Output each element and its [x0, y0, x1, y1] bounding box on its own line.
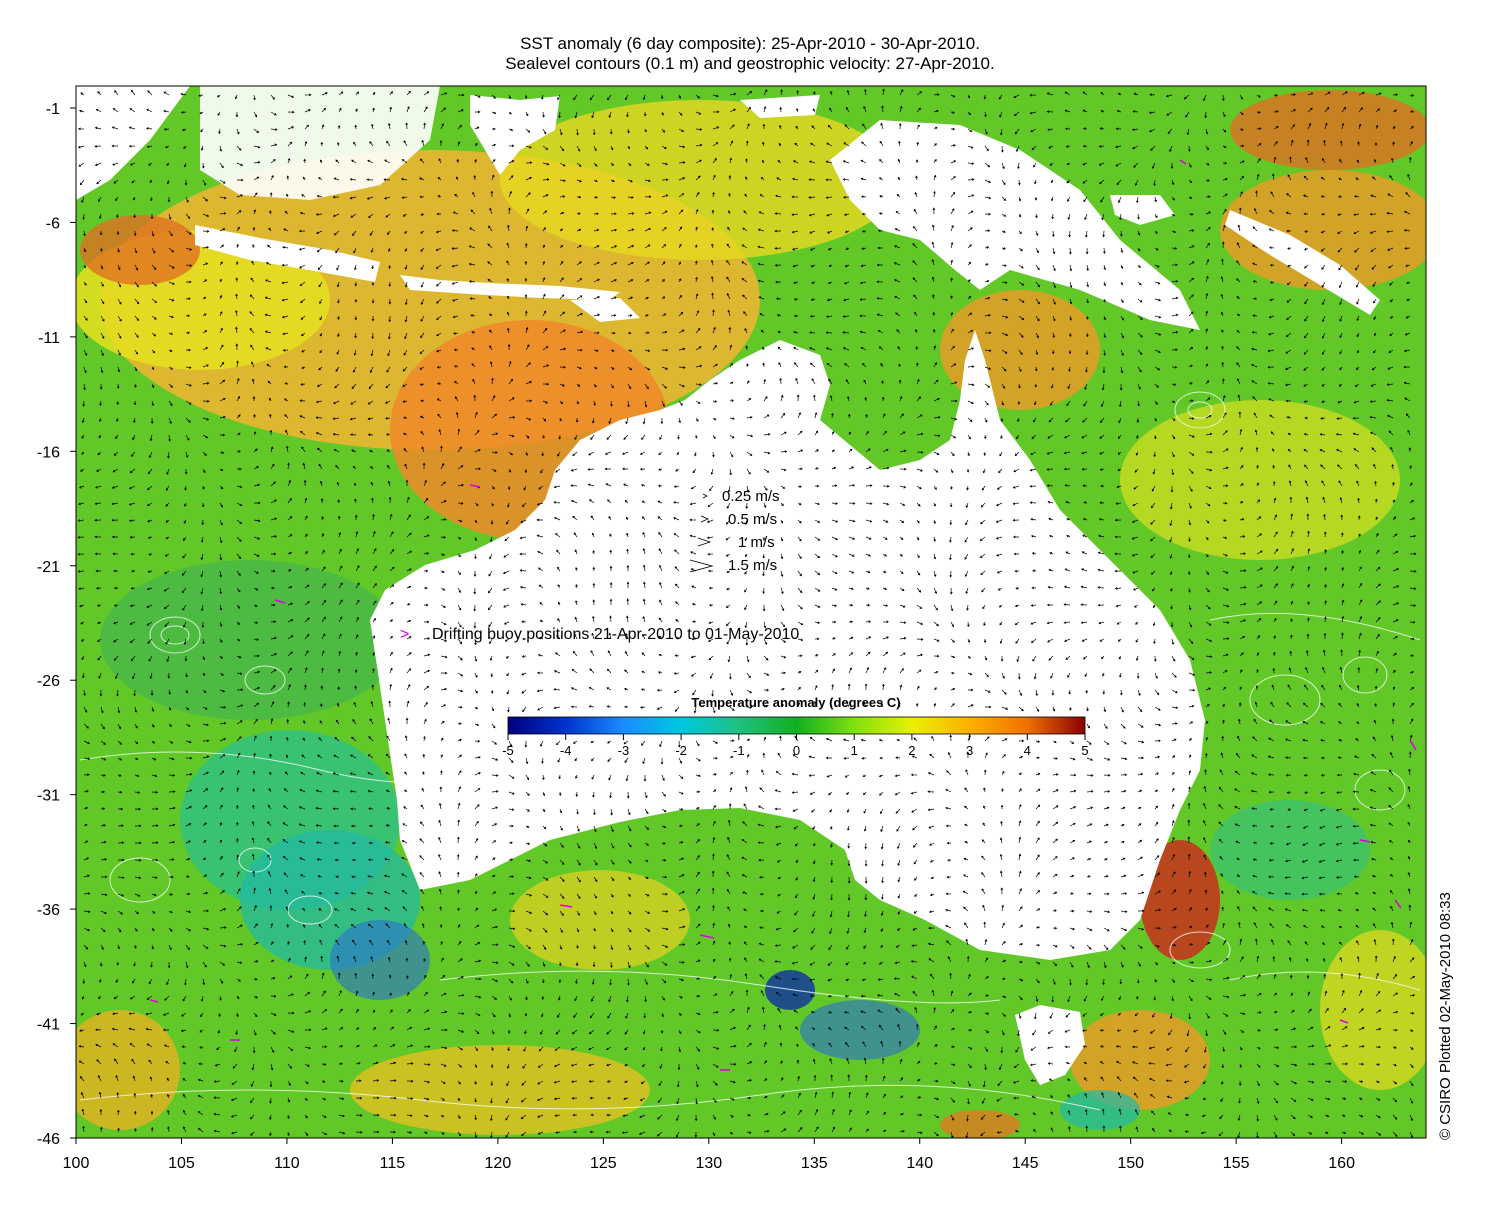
- colorbar-tick-label: 5: [1081, 743, 1088, 758]
- x-tick-label: 150: [1117, 1155, 1144, 1172]
- velocity-label: 1 m/s: [738, 534, 775, 551]
- map-frame: [75, 85, 1427, 1139]
- colorbar-tick-label: 1: [851, 743, 858, 758]
- sst-anomaly-patches: [76, 90, 1426, 1138]
- velocity-label: 0.5 m/s: [728, 511, 777, 528]
- buoy-legend-label: Drifting buoy positions 21-Apr-2010 to 0…: [432, 626, 799, 643]
- x-tick-label: 135: [801, 1155, 828, 1172]
- map-title: SST anomaly (6 day composite): 25-Apr-20…: [520, 34, 980, 53]
- y-tick-label: -31: [37, 788, 60, 805]
- arrow-0-25: [702, 493, 708, 499]
- drifting-buoy-tracks: [149, 159, 1417, 1071]
- y-tick-label: -36: [37, 902, 60, 919]
- arrow-1-5: [689, 559, 714, 573]
- y-tick-label: -11: [38, 330, 60, 347]
- colorbar-tick-label: -4: [560, 743, 572, 758]
- buoy-marker: >: [400, 626, 409, 643]
- arrow-0-5: [700, 515, 710, 523]
- y-tick-label: -46: [37, 1131, 60, 1148]
- sealevel-contours: [79, 391, 1421, 1111]
- x-tick-label: 140: [906, 1155, 933, 1172]
- lesser-sunda-land: [400, 275, 620, 300]
- x-tick-label: 110: [274, 1155, 300, 1172]
- y-axis: -1 -6 -11 -16 -21 -26 -31 -36 -41 -46: [37, 101, 76, 1148]
- colorbar-gradient: [507, 716, 1086, 735]
- y-tick-label: -16: [37, 444, 60, 461]
- java-land: [195, 225, 380, 282]
- land-masses: [76, 86, 1380, 1085]
- colorbar-tick-label: -2: [675, 743, 687, 758]
- australia-land: [370, 330, 1205, 960]
- colorbar-tick-label: -3: [618, 743, 630, 758]
- colorbar-tick-label: -5: [502, 743, 514, 758]
- credit-text: © CSIRO Plotted 02-May-2010 08:33: [1437, 892, 1454, 1140]
- colorbar-title: Temperature anomaly (degrees C): [691, 695, 900, 710]
- new-guinea-land: [830, 120, 1200, 330]
- solomon-land: [1225, 210, 1380, 315]
- colorbar: Temperature anomaly (degrees C) -5 -4 -3 -2…: [502, 695, 1088, 758]
- x-tick-label: 105: [168, 1155, 195, 1172]
- x-tick-label: 160: [1328, 1155, 1355, 1172]
- new-britain-land: [1110, 195, 1175, 225]
- colorbar-tick-label: 2: [908, 743, 915, 758]
- colorbar-tick-label: 0: [793, 743, 800, 758]
- arrow-1: [697, 537, 712, 547]
- x-tick-label: 145: [1012, 1155, 1039, 1172]
- y-tick-label: -1: [46, 101, 60, 118]
- map-subtitle: Sealevel contours (0.1 m) and geostrophi…: [505, 54, 995, 73]
- velocity-arrow-field: [77, 88, 1417, 1138]
- x-tick-label: 130: [695, 1155, 722, 1172]
- y-tick-label: -26: [37, 673, 60, 690]
- x-tick-label: 120: [485, 1155, 512, 1172]
- x-axis: 100 105 110 115 120 125 130 135 140 145 150 155 160: [63, 1138, 1355, 1172]
- x-tick-label: 100: [63, 1155, 90, 1172]
- sumatra-tip-land: [76, 86, 190, 200]
- y-tick-label: -41: [37, 1017, 60, 1034]
- y-tick-label: -6: [46, 215, 60, 232]
- y-tick-label: -21: [37, 559, 60, 576]
- velocity-legend: 0.25 m/s 0.5 m/s 1 m/s 1.5 m/s: [689, 488, 780, 574]
- north-islands-land: [740, 95, 820, 118]
- colorbar-tick-label: 3: [966, 743, 973, 758]
- geostrophic-velocity-arrows: [77, 88, 1417, 1138]
- colorbar-tick-label: 4: [1024, 743, 1031, 758]
- x-tick-label: 115: [380, 1155, 406, 1172]
- buoy-legend: > Drifting buoy positions 21-Apr-2010 to…: [400, 626, 799, 643]
- borneo-land: [200, 86, 440, 200]
- velocity-label: 0.25 m/s: [722, 488, 780, 505]
- colorbar-tick-label: -1: [733, 743, 745, 758]
- velocity-label: 1.5 m/s: [728, 557, 777, 574]
- x-tick-label: 155: [1223, 1155, 1250, 1172]
- timor-land: [570, 298, 640, 322]
- x-tick-label: 125: [590, 1155, 617, 1172]
- sulawesi-land: [470, 95, 560, 175]
